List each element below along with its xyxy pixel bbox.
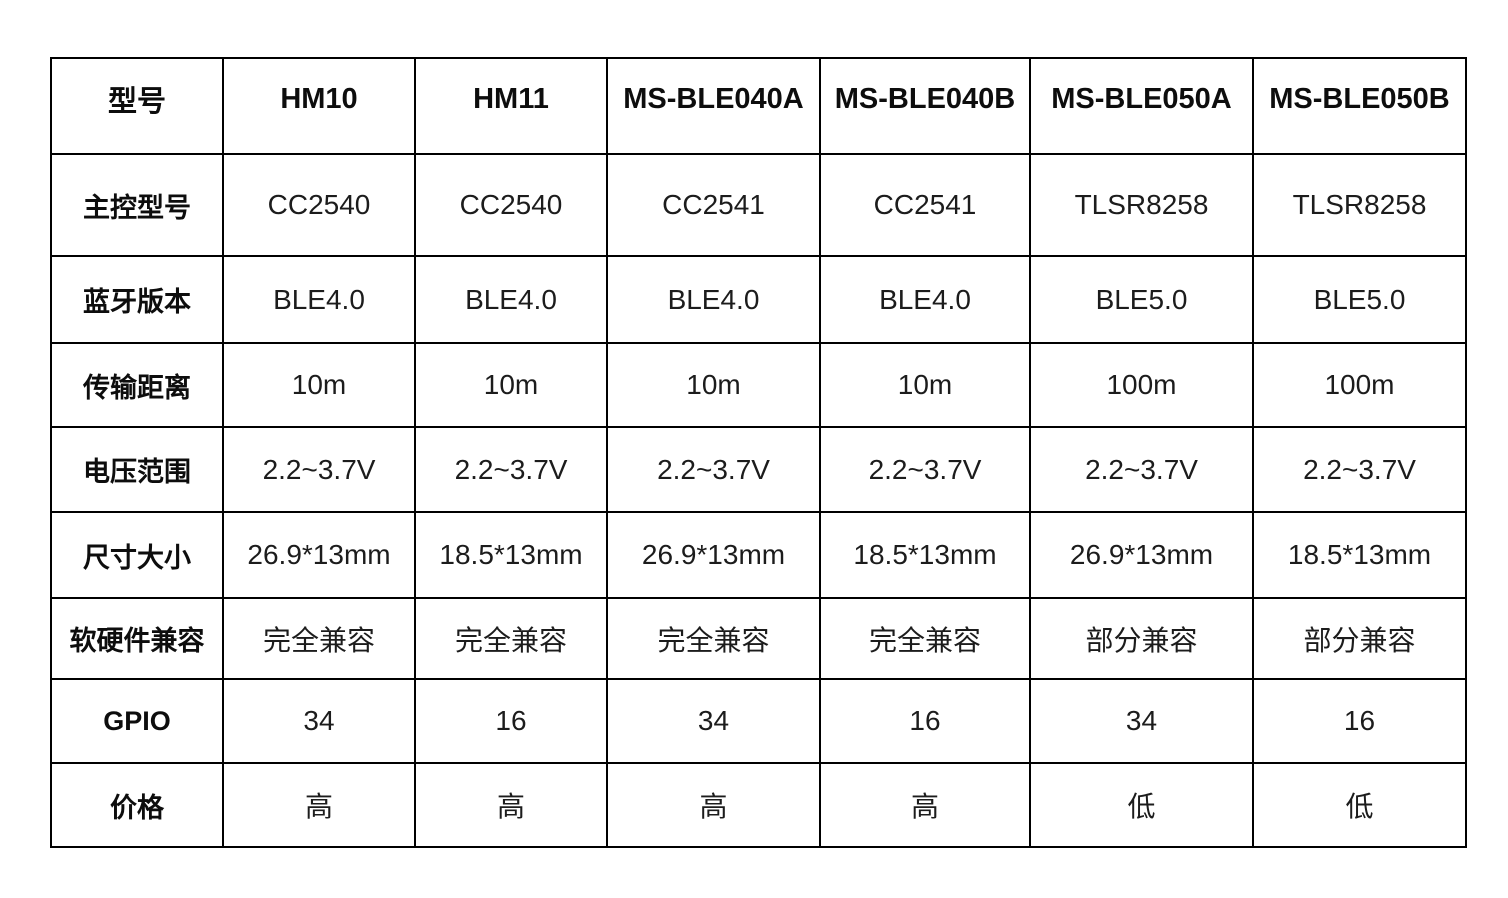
table-cell: 10m (222, 342, 416, 428)
table-cell: 18.5*13mm (1252, 511, 1467, 599)
table-cell: 2.2~3.7V (414, 426, 608, 513)
table-cell: 18.5*13mm (819, 511, 1031, 599)
table-cell: 10m (819, 342, 1031, 428)
column-header-ms-ble040a: MS-BLE040A (606, 57, 821, 155)
table-row: 主控型号 CC2540 CC2540 CC2541 CC2541 TLSR8258 TLSR… (50, 153, 1467, 257)
spec-table-container: 型号 HM10 HM11 MS-BLE040A MS-BLE040B MS-BL… (50, 57, 1467, 848)
row-label: GPIO (50, 678, 224, 764)
table-cell: 26.9*13mm (606, 511, 821, 599)
table-cell: 2.2~3.7V (1252, 426, 1467, 513)
table-cell: 100m (1029, 342, 1254, 428)
table-cell: 完全兼容 (606, 597, 821, 680)
table-cell: 低 (1252, 762, 1467, 848)
table-cell: 16 (1252, 678, 1467, 764)
row-label: 蓝牙版本 (50, 255, 224, 344)
table-cell: 18.5*13mm (414, 511, 608, 599)
table-cell: BLE4.0 (819, 255, 1031, 344)
table-cell: 部分兼容 (1252, 597, 1467, 680)
table-row: GPIO 34 16 34 16 34 16 (50, 678, 1467, 764)
table-cell: 完全兼容 (819, 597, 1031, 680)
table-cell: 10m (414, 342, 608, 428)
table-cell: 完全兼容 (222, 597, 416, 680)
table-row: 价格高高高高低低 (50, 762, 1467, 848)
row-label: 电压范围 (50, 426, 224, 513)
table-cell: 2.2~3.7V (819, 426, 1031, 513)
table-cell: 26.9*13mm (222, 511, 416, 599)
table-cell: 2.2~3.7V (1029, 426, 1254, 513)
table-cell: 2.2~3.7V (606, 426, 821, 513)
row-label: 价格 (50, 762, 224, 848)
table-cell: BLE4.0 (606, 255, 821, 344)
row-label: 软硬件兼容 (50, 597, 224, 680)
table-cell: 高 (414, 762, 608, 848)
table-cell: 16 (414, 678, 608, 764)
table-cell: 100m (1252, 342, 1467, 428)
column-header-hm10: HM10 (222, 57, 416, 155)
table-cell: CC2540 (222, 153, 416, 257)
column-header-model: 型号 (50, 57, 224, 155)
table-cell: 高 (819, 762, 1031, 848)
table-cell: 34 (606, 678, 821, 764)
table-cell: 高 (606, 762, 821, 848)
header-row: 型号 HM10 HM11 MS-BLE040A MS-BLE040B MS-BL… (50, 57, 1467, 155)
row-label: 传输距离 (50, 342, 224, 428)
table-cell: BLE4.0 (222, 255, 416, 344)
table-cell: BLE4.0 (414, 255, 608, 344)
table-cell: TLSR8258 (1252, 153, 1467, 257)
table-cell: CC2541 (819, 153, 1031, 257)
table-cell: 高 (222, 762, 416, 848)
table-cell: CC2541 (606, 153, 821, 257)
table-cell: 10m (606, 342, 821, 428)
column-header-ms-ble040b: MS-BLE040B (819, 57, 1031, 155)
table-row: 电压范围 2.2~3.7V 2.2~3.7V 2.2~3.7V 2.2~3.7V 2.2~… (50, 426, 1467, 513)
row-label: 主控型号 (50, 153, 224, 257)
table-row: 传输距离 10m 10m 10m 10m 100m 100m (50, 342, 1467, 428)
table-cell: 2.2~3.7V (222, 426, 416, 513)
table-row: 蓝牙版本 BLE4.0 BLE4.0 BLE4.0 BLE4.0 BLE5.0 BLE5.0 (50, 255, 1467, 344)
column-header-hm11: HM11 (414, 57, 608, 155)
table-cell: 34 (222, 678, 416, 764)
table-cell: 完全兼容 (414, 597, 608, 680)
table-cell: 26.9*13mm (1029, 511, 1254, 599)
row-label: 尺寸大小 (50, 511, 224, 599)
table-cell: TLSR8258 (1029, 153, 1254, 257)
table-cell: CC2540 (414, 153, 608, 257)
table-row: 软硬件兼容 完全兼容 完全兼容 完全兼容 完全兼容 部分兼容 部分兼容 (50, 597, 1467, 680)
table-row: 尺寸大小 26.9*13mm 18.5*13mm 26.9*13mm 18.5*13mm… (50, 511, 1467, 599)
column-header-ms-ble050b: MS-BLE050B (1252, 57, 1467, 155)
table-cell: 34 (1029, 678, 1254, 764)
column-header-ms-ble050a: MS-BLE050A (1029, 57, 1254, 155)
table-cell: 16 (819, 678, 1031, 764)
table-cell: BLE5.0 (1252, 255, 1467, 344)
table-cell: 低 (1029, 762, 1254, 848)
bluetooth-module-comparison-table: 型号 HM10 HM11 MS-BLE040A MS-BLE040B MS-BL… (50, 57, 1467, 848)
table-cell: BLE5.0 (1029, 255, 1254, 344)
table-cell: 部分兼容 (1029, 597, 1254, 680)
